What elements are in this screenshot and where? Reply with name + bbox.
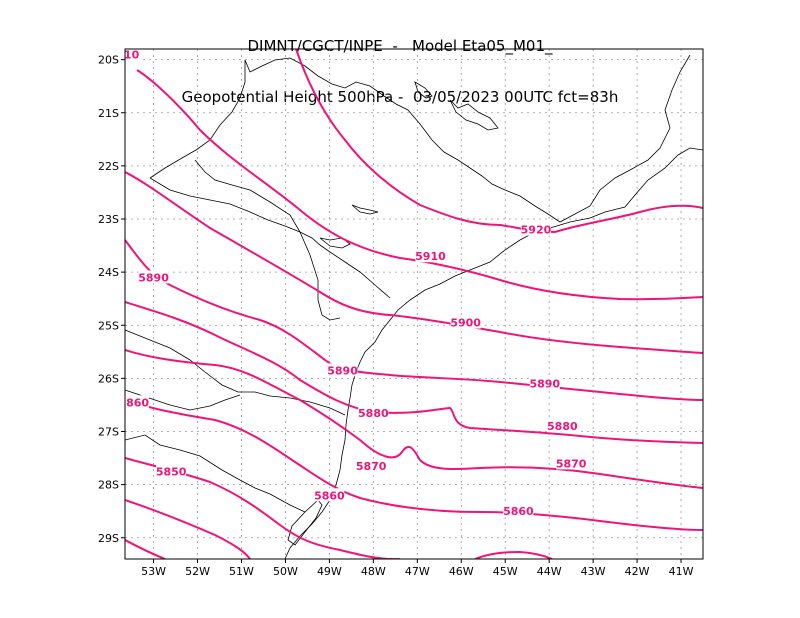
contour-label: 5910 <box>415 250 446 263</box>
contour-label-bg <box>156 464 187 478</box>
reservoir-4 <box>414 81 433 99</box>
y-tick-label: 28S <box>98 479 119 492</box>
contour-label: 5860 <box>503 505 534 518</box>
y-tick-label: 25S <box>98 319 119 332</box>
title-line-1: DIMNT/CGCT/INPE - Model Eta05_M01_ <box>247 37 553 55</box>
x-tick-label: 42W <box>625 565 650 578</box>
contour-lines <box>125 49 703 559</box>
border-argentina <box>194 159 301 233</box>
x-tick-label: 50W <box>273 565 298 578</box>
contour-label: 5880 <box>358 407 389 420</box>
x-tick-label: 47W <box>405 565 430 578</box>
contour-label-bg <box>547 419 578 433</box>
x-tick-label: 51W <box>229 565 254 578</box>
lat-lon-grid <box>125 49 703 559</box>
contour-5900 <box>125 171 703 354</box>
x-tick-label: 46W <box>449 565 474 578</box>
contour-5830 <box>125 539 166 559</box>
contour-label: 5900 <box>450 317 481 330</box>
reservoir-1 <box>449 99 499 131</box>
contour-label: 5860 <box>314 489 345 502</box>
border-paraguay <box>299 231 341 321</box>
coastline <box>284 147 703 559</box>
x-tick-label: 53W <box>141 565 166 578</box>
contour-label: 5920 <box>521 224 552 237</box>
river-paranapanema <box>149 177 391 299</box>
x-tick-label: 43W <box>581 565 606 578</box>
lagoon-patos <box>287 499 323 546</box>
contour-label-bg <box>503 504 534 518</box>
contour-label: 5890 <box>529 378 560 391</box>
contour-labels: 5920 5910 5900 5890 5890 5890 5880 5880 5870 5870… <box>118 48 587 518</box>
contour-label-bg <box>556 456 587 470</box>
contour-5910-top <box>136 69 703 301</box>
contour-label: 5890 <box>327 364 358 377</box>
y-tick-label: 26S <box>98 372 119 385</box>
contour-5880-a <box>125 301 703 444</box>
state-border-sc-rs <box>125 434 306 513</box>
state-border-rj <box>559 54 691 223</box>
contour-label-bg <box>138 270 169 284</box>
contour-label-bg <box>358 405 389 419</box>
y-tick-label: 24S <box>98 266 119 279</box>
plot-frame <box>124 48 704 560</box>
x-tick-label: 52W <box>185 565 210 578</box>
contour-5860-bottom <box>474 550 553 559</box>
x-tick-label: 41W <box>669 565 694 578</box>
x-tick-label: 44W <box>537 565 562 578</box>
longitude-ticks: 53W 52W 51W 50W 49W 48W 47W 46W 45W 44W 43W 42W 41W <box>141 559 694 578</box>
chart-title: DIMNT/CGCT/INPE - Model Eta05_M01_ Geopo… <box>0 4 800 123</box>
x-tick-label: 49W <box>317 565 342 578</box>
reservoir-2 <box>351 204 379 215</box>
y-tick-label: 20S <box>98 54 119 67</box>
state-border-sp-pr <box>149 60 246 179</box>
contour-5920-a <box>295 49 556 233</box>
contour-label: 5870 <box>556 457 587 470</box>
contour-label-bg <box>529 376 560 390</box>
x-tick-label: 48W <box>361 565 386 578</box>
contour-label-bg <box>314 488 345 502</box>
contour-label: 5880 <box>547 420 578 433</box>
contour-label-bg <box>125 395 149 409</box>
contour-label: 5850 <box>156 465 187 478</box>
state-border-pr-sc <box>125 329 346 416</box>
contour-5870-a <box>125 349 703 489</box>
reservoir-3 <box>319 237 351 249</box>
contour-5890-a <box>125 239 703 401</box>
contour-label: 10 <box>124 48 140 61</box>
y-tick-label: 29S <box>98 532 119 545</box>
y-tick-label: 23S <box>98 213 119 226</box>
contour-5860-a <box>125 399 703 531</box>
contour-label-bg <box>415 249 446 263</box>
y-tick-label: 21S <box>98 107 119 120</box>
x-tick-label: 45W <box>493 565 518 578</box>
contour-label: 5870 <box>356 460 387 473</box>
contour-label-bg <box>520 222 551 236</box>
state-border-mg-sp <box>244 57 561 223</box>
contour-label: 5860 <box>118 396 149 409</box>
contour-label-bg <box>356 459 387 473</box>
latitude-ticks: 20S 21S 22S 23S 24S 25S 26S 27S 28S 29S <box>98 54 125 545</box>
contour-5920-b <box>554 204 703 233</box>
contour-label-bg <box>450 315 481 329</box>
contour-label-bg <box>327 363 358 377</box>
coastline-and-borders <box>125 54 703 559</box>
contour-5840 <box>125 499 251 559</box>
contour-label: 5890 <box>138 271 169 284</box>
contour-label-bg <box>125 49 140 61</box>
y-tick-label: 27S <box>98 426 119 439</box>
title-line-2: Geopotential Height 500hPa - 03/05/2023 … <box>181 88 619 106</box>
y-tick-label: 22S <box>98 160 119 173</box>
